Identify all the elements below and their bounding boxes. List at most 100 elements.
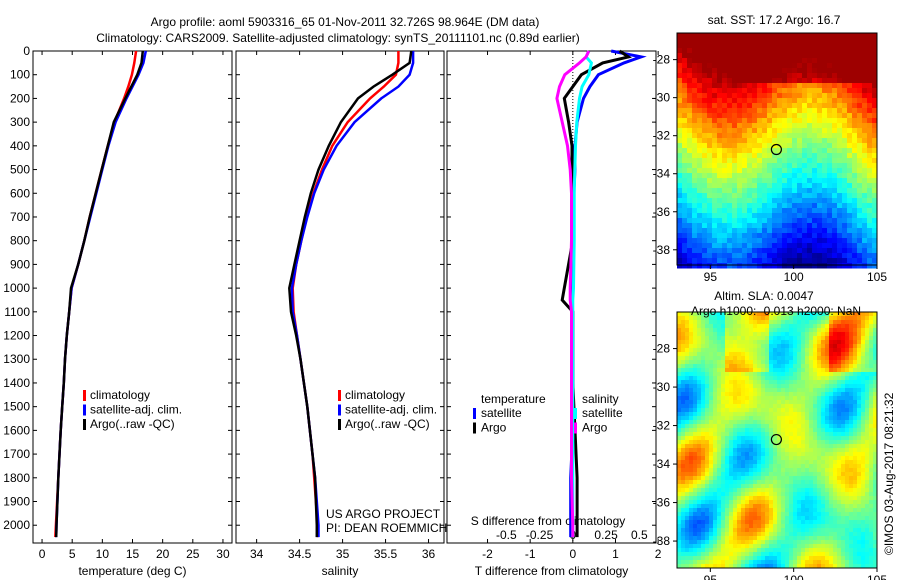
heatmap-cell — [853, 480, 858, 485]
heatmap-cell — [687, 193, 693, 199]
heatmap-cell — [777, 33, 783, 39]
heatmap-cell — [817, 320, 822, 325]
heatmap-cell — [817, 336, 822, 341]
heatmap-cell — [867, 223, 873, 229]
heatmap-cell — [717, 118, 723, 124]
heatmap-cell — [709, 464, 714, 469]
heatmap-cell — [829, 508, 834, 513]
heatmap-cell — [705, 360, 710, 365]
heatmap-cell — [833, 328, 838, 333]
heatmap-cell — [862, 123, 868, 129]
heatmap-cell — [762, 218, 768, 224]
heatmap-cell — [749, 328, 754, 333]
heatmap-cell — [801, 408, 806, 413]
heatmap-cell — [865, 392, 870, 397]
heatmap-cell — [737, 168, 743, 174]
heatmap-cell — [773, 328, 778, 333]
heatmap-cell — [832, 103, 838, 109]
heatmap-cell — [869, 392, 874, 397]
heatmap-cell — [837, 392, 842, 397]
heatmap-cell — [807, 248, 813, 254]
heatmap-cell — [749, 408, 754, 413]
heatmap-cell — [753, 524, 758, 529]
heatmap-cell — [841, 412, 846, 417]
heatmap-cell — [777, 123, 783, 129]
heatmap-cell — [773, 512, 778, 517]
heatmap-cell — [732, 223, 738, 229]
heatmap-cell — [767, 128, 773, 134]
heatmap-cell — [757, 143, 763, 149]
heatmap-cell — [681, 436, 686, 441]
heatmap-cell — [753, 480, 758, 485]
heatmap-cell — [837, 400, 842, 405]
heatmap-cell — [813, 420, 818, 425]
heatmap-cell — [787, 73, 793, 79]
heatmap-cell — [697, 58, 703, 64]
heatmap-cell — [821, 372, 826, 377]
heatmap-cell — [845, 408, 850, 413]
heatmap-cell — [712, 118, 718, 124]
heatmap-cell — [857, 78, 863, 84]
heatmap-cell — [789, 412, 794, 417]
heatmap-cell — [817, 352, 822, 357]
heatmap-cell — [857, 128, 863, 134]
heatmap-cell — [702, 218, 708, 224]
heatmap-cell — [789, 328, 794, 333]
heatmap-cell — [677, 203, 683, 209]
heatmap-cell — [773, 428, 778, 433]
heatmap-cell — [677, 536, 682, 541]
heatmap-cell — [801, 392, 806, 397]
heatmap-cell — [692, 158, 698, 164]
x-tick-label: 100 — [784, 270, 804, 284]
heatmap-cell — [782, 233, 788, 239]
heatmap-cell — [822, 223, 828, 229]
heatmap-cell — [727, 158, 733, 164]
heatmap-cell — [741, 416, 746, 421]
heatmap-cell — [717, 412, 722, 417]
heatmap-cell — [732, 143, 738, 149]
heatmap-cell — [857, 108, 863, 114]
heatmap-cell — [847, 218, 853, 224]
heatmap-cell — [693, 384, 698, 389]
heatmap-cell — [757, 356, 762, 361]
heatmap-cell — [767, 83, 773, 89]
heatmap-cell — [805, 340, 810, 345]
heatmap-cell — [825, 420, 830, 425]
heatmap-cell — [685, 320, 690, 325]
heatmap-cell — [833, 508, 838, 513]
heatmap-cell — [761, 520, 766, 525]
heatmap-cell — [865, 360, 870, 365]
heatmap-cell — [867, 238, 873, 244]
heatmap-cell — [841, 368, 846, 373]
heatmap-cell — [677, 218, 683, 224]
heatmap-cell — [733, 456, 738, 461]
heatmap-cell — [773, 416, 778, 421]
heatmap-cell — [787, 43, 793, 49]
heatmap-cell — [677, 376, 682, 381]
heatmap-cell — [861, 344, 866, 349]
heatmap-cell — [709, 396, 714, 401]
heatmap-cell — [677, 344, 682, 349]
heatmap-cell — [867, 63, 873, 69]
heatmap-cell — [802, 148, 808, 154]
heatmap-cell — [712, 228, 718, 234]
heatmap-cell — [677, 193, 683, 199]
heatmap-cell — [789, 336, 794, 341]
heatmap-cell — [769, 456, 774, 461]
heatmap-cell — [689, 348, 694, 353]
heatmap-cell — [725, 340, 730, 345]
y-tick-label: 0 — [23, 44, 30, 58]
heatmap-cell — [685, 368, 690, 373]
heatmap-cell — [807, 158, 813, 164]
heatmap-cell — [721, 344, 726, 349]
heatmap-cell — [757, 344, 762, 349]
heatmap-cell — [765, 512, 770, 517]
heatmap-cell — [757, 404, 762, 409]
heatmap-cell — [767, 193, 773, 199]
heatmap-cell — [782, 108, 788, 114]
heatmap-cell — [772, 198, 778, 204]
heatmap-cell — [761, 408, 766, 413]
heatmap-cell — [702, 193, 708, 199]
heatmap-cell — [787, 178, 793, 184]
heatmap-cell — [861, 428, 866, 433]
